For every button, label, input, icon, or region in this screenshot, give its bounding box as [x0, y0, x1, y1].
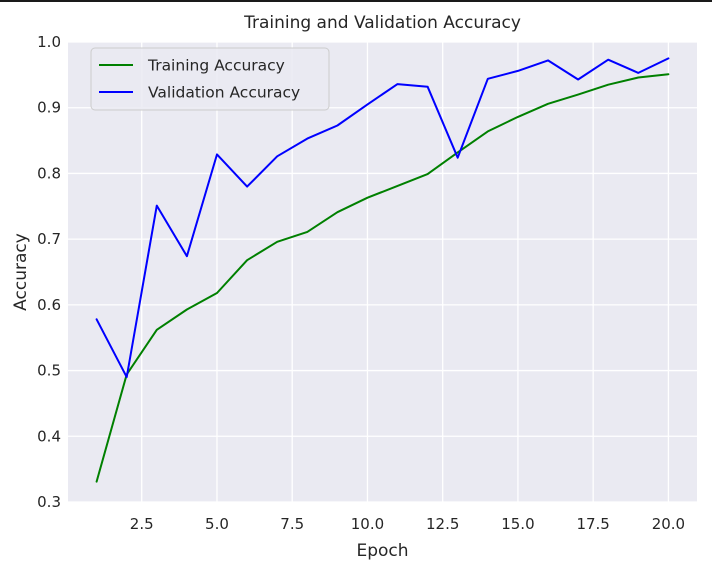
window-top-border — [0, 0, 712, 2]
y-tick-label: 0.3 — [37, 493, 61, 511]
training-accuracy-line — [95, 73, 670, 483]
y-tick-label: 0.7 — [37, 230, 61, 248]
x-tick-label: 7.5 — [280, 515, 304, 533]
x-tick-label: 20.0 — [652, 515, 685, 533]
x-axis-label: Epoch — [356, 541, 408, 561]
y-tick-label: 0.9 — [37, 99, 61, 117]
validation-accuracy-line — [95, 57, 670, 379]
tick-labels: 2.5 5.0 7.5 10.0 12.5 15.0 17.5 20.0 0.3 0.4 0.5 0.… — [37, 33, 685, 533]
y-tick-label: 0.6 — [37, 296, 61, 314]
x-tick-label: 17.5 — [576, 515, 609, 533]
y-axis-label: Accuracy — [11, 233, 31, 311]
x-tick-label: 15.0 — [501, 515, 534, 533]
y-tick-label: 1.0 — [37, 33, 61, 51]
series-lines — [95, 57, 670, 483]
y-tick-label: 0.8 — [37, 164, 61, 182]
legend-box — [90, 47, 330, 111]
y-tick-label: 0.5 — [37, 362, 61, 380]
y-tick-label: 0.4 — [37, 427, 61, 445]
x-tick-label: 12.5 — [426, 515, 459, 533]
x-tick-label: 2.5 — [130, 515, 154, 533]
x-tick-label: 10.0 — [351, 515, 384, 533]
legend-label: Validation Accuracy — [148, 84, 300, 102]
plot-area — [68, 42, 697, 502]
legend-label: Training Accuracy — [147, 57, 285, 75]
chart-title: Training and Validation Accuracy — [243, 13, 521, 33]
x-tick-label: 5.0 — [205, 515, 229, 533]
legend: Training Accuracy Validation Accuracy — [90, 47, 330, 111]
grid-lines — [68, 41, 697, 503]
